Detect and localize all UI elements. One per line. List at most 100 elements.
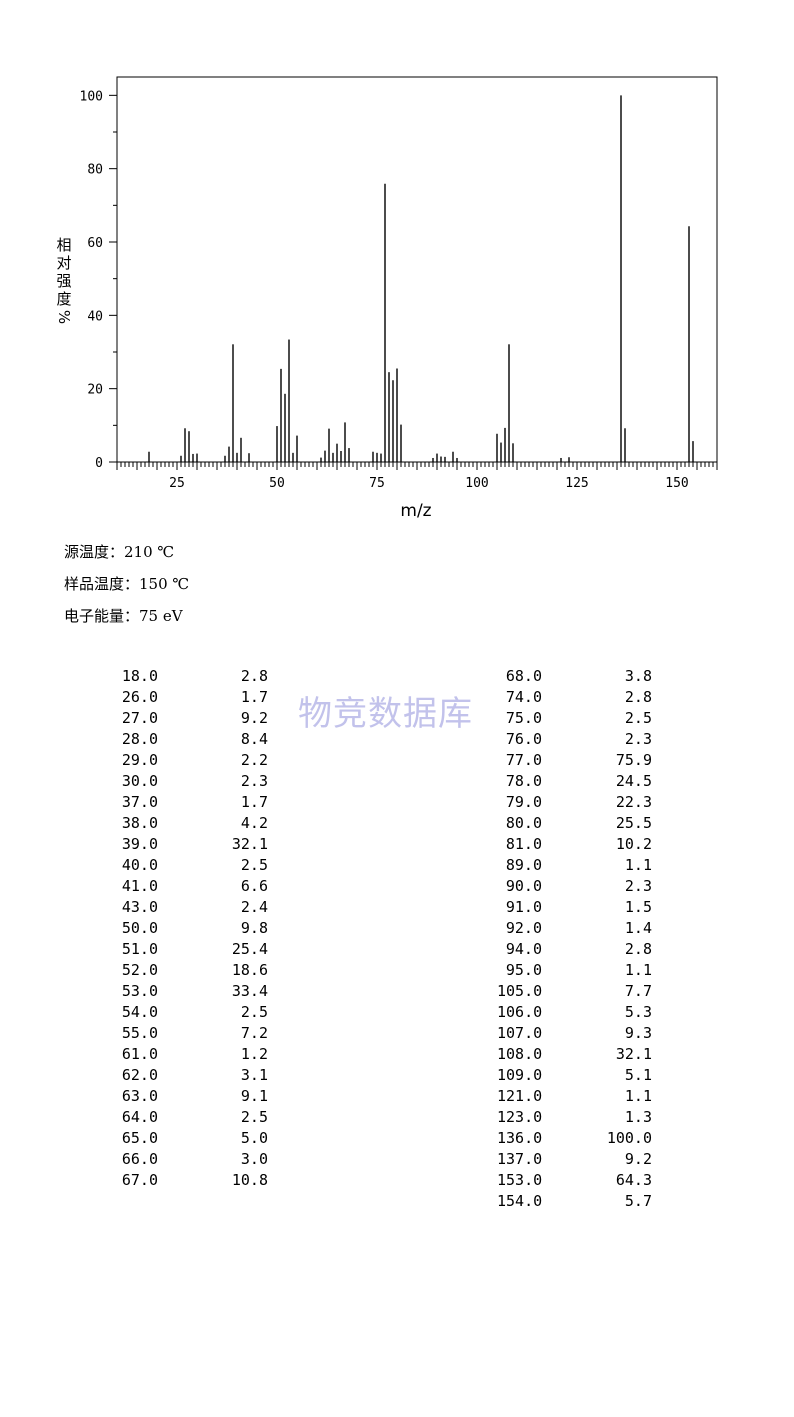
peak-row: 80.0 25.5 xyxy=(497,813,652,834)
peak-mz: 90.0 xyxy=(505,877,542,895)
peak-mz: 75.0 xyxy=(505,709,542,727)
peak-row: 55.0 7.2 xyxy=(113,1023,268,1044)
peak-mz: 37.0 xyxy=(121,793,158,811)
peak-intensity: 1.3 xyxy=(624,1108,652,1126)
peak-row: 137.0 9.2 xyxy=(497,1149,652,1170)
peak-mz: 108.0 xyxy=(497,1045,543,1063)
peak-intensity: 3.8 xyxy=(624,667,652,685)
peak-mz: 18.0 xyxy=(121,667,158,685)
peak-mz: 62.0 xyxy=(121,1066,158,1084)
peak-intensity: 32.1 xyxy=(615,1045,652,1063)
peak-row: 37.0 1.7 xyxy=(113,792,268,813)
peak-intensity: 5.1 xyxy=(624,1066,652,1084)
peak-row: 136.0 100.0 xyxy=(497,1128,652,1149)
sample-temperature: 样品温度：150 ℃ xyxy=(64,575,190,593)
peak-mz: 74.0 xyxy=(505,688,542,706)
x-tick-label: 150 xyxy=(665,476,688,491)
peak-row: 121.0 1.1 xyxy=(497,1086,652,1107)
peak-row: 106.0 5.3 xyxy=(497,1002,652,1023)
peak-row: 66.0 3.0 xyxy=(113,1149,268,1170)
peak-intensity: 1.4 xyxy=(624,919,652,937)
peak-mz: 51.0 xyxy=(121,940,158,958)
peak-intensity: 2.2 xyxy=(240,751,268,769)
peak-intensity: 10.8 xyxy=(231,1171,268,1189)
peak-mz: 80.0 xyxy=(505,814,542,832)
peak-row: 62.0 3.1 xyxy=(113,1065,268,1086)
peak-row: 90.0 2.3 xyxy=(497,876,652,897)
peak-row: 89.0 1.1 xyxy=(497,855,652,876)
peak-row: 79.0 22.3 xyxy=(497,792,652,813)
peak-intensity: 5.7 xyxy=(624,1192,652,1210)
peak-row: 91.0 1.5 xyxy=(497,897,652,918)
peak-mz: 55.0 xyxy=(121,1024,158,1042)
peak-intensity: 1.1 xyxy=(624,856,652,874)
peak-mz: 50.0 xyxy=(121,919,158,937)
peak-row: 92.0 1.4 xyxy=(497,918,652,939)
peak-mz: 137.0 xyxy=(497,1150,543,1168)
peak-row: 43.0 2.4 xyxy=(113,897,268,918)
peak-intensity: 25.4 xyxy=(231,940,268,958)
peak-intensity: 9.3 xyxy=(624,1024,652,1042)
peak-row: 76.0 2.3 xyxy=(497,729,652,750)
watermark: 物竞数据库 xyxy=(298,694,473,734)
peak-bars xyxy=(148,95,694,462)
peak-intensity: 2.4 xyxy=(240,898,268,916)
peak-mz: 76.0 xyxy=(505,730,542,748)
peak-row: 154.0 5.7 xyxy=(497,1191,652,1212)
x-axis-label: m/z xyxy=(400,501,431,521)
peak-mz: 30.0 xyxy=(121,772,158,790)
peak-mz: 54.0 xyxy=(121,1003,158,1021)
peak-mz: 67.0 xyxy=(121,1171,158,1189)
peak-mz: 77.0 xyxy=(505,751,542,769)
peak-mz: 52.0 xyxy=(121,961,158,979)
peak-row: 105.0 7.7 xyxy=(497,981,652,1002)
x-tick-label: 75 xyxy=(369,476,385,491)
peak-mz: 53.0 xyxy=(121,982,158,1000)
peak-intensity: 6.6 xyxy=(240,877,268,895)
peak-row: 53.0 33.4 xyxy=(113,981,268,1002)
peak-intensity: 7.7 xyxy=(624,982,652,1000)
peak-intensity: 32.1 xyxy=(231,835,268,853)
peak-row: 27.0 9.2 xyxy=(113,708,268,729)
peak-row: 52.0 18.6 xyxy=(113,960,268,981)
peak-mz: 136.0 xyxy=(497,1129,543,1147)
peak-mz: 121.0 xyxy=(497,1087,543,1105)
peak-mz: 109.0 xyxy=(497,1066,543,1084)
peak-row: 40.0 2.5 xyxy=(113,855,268,876)
peak-intensity: 5.3 xyxy=(624,1003,652,1021)
peak-intensity: 75.9 xyxy=(615,751,652,769)
peak-mz: 27.0 xyxy=(121,709,158,727)
peak-mz: 91.0 xyxy=(505,898,542,916)
peak-mz: 106.0 xyxy=(497,1003,543,1021)
peak-intensity: 9.2 xyxy=(624,1150,652,1168)
peak-row: 107.0 9.3 xyxy=(497,1023,652,1044)
peak-mz: 79.0 xyxy=(505,793,542,811)
y-axis-label-char: % xyxy=(55,310,73,324)
peak-table-left: 18.0 2.8 26.0 1.7 27.0 9.2 28.0 8.4 29.0 2.2 30.0 2… xyxy=(113,666,268,1191)
x-tick-label: 100 xyxy=(465,476,488,491)
peak-intensity: 1.7 xyxy=(240,793,268,811)
peak-intensity: 5.0 xyxy=(240,1129,268,1147)
peak-intensity: 2.8 xyxy=(624,940,652,958)
y-axis-label-char: 度 xyxy=(56,290,71,308)
peak-intensity: 1.7 xyxy=(240,688,268,706)
peak-mz: 40.0 xyxy=(121,856,158,874)
y-axis-label-char: 对 xyxy=(56,254,71,272)
peak-mz: 41.0 xyxy=(121,877,158,895)
x-tick-label: 25 xyxy=(169,476,185,491)
peak-mz: 43.0 xyxy=(121,898,158,916)
peak-intensity: 100.0 xyxy=(606,1129,652,1147)
peak-intensity: 9.8 xyxy=(240,919,268,937)
peak-intensity: 18.6 xyxy=(231,961,268,979)
peak-intensity: 2.5 xyxy=(624,709,652,727)
peak-intensity: 33.4 xyxy=(231,982,268,1000)
peak-row: 68.0 3.8 xyxy=(497,666,652,687)
peak-mz: 92.0 xyxy=(505,919,542,937)
peak-row: 39.0 32.1 xyxy=(113,834,268,855)
peak-intensity: 3.0 xyxy=(240,1150,268,1168)
y-tick-label: 60 xyxy=(87,236,103,251)
plot-frame xyxy=(116,76,718,463)
peak-mz: 66.0 xyxy=(121,1150,158,1168)
peak-row: 26.0 1.7 xyxy=(113,687,268,708)
